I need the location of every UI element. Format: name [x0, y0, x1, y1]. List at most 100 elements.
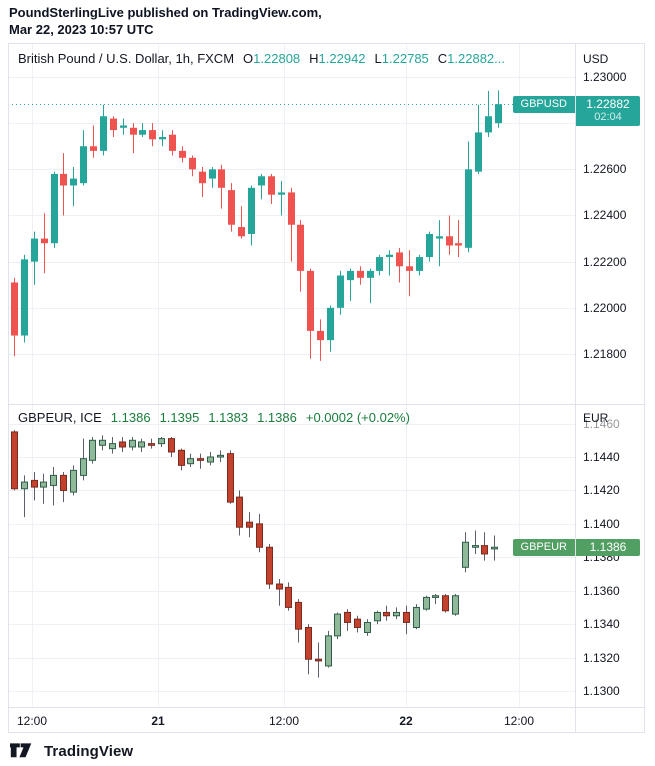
- candle-body: [285, 586, 292, 608]
- candle-body: [238, 227, 245, 237]
- gbpeur-price-flag[interactable]: GBPEUR: [512, 539, 575, 556]
- tradingview-brand[interactable]: TradingView: [44, 742, 134, 760]
- gbpusd-price-axis-value[interactable]: 1.22882 02:04: [576, 96, 640, 126]
- usd-price-tick-label: 1.21800: [583, 347, 627, 361]
- candle-body: [278, 192, 285, 195]
- candle-body: [227, 453, 234, 503]
- eur-price-tick-label: 1.1440: [583, 450, 620, 464]
- candle-body: [209, 169, 216, 179]
- candle-body: [60, 173, 67, 186]
- gbpusd-price-flag[interactable]: GBPUSD: [512, 96, 575, 113]
- candle-body: [268, 176, 275, 195]
- candle-body: [236, 496, 243, 528]
- candle-body: [446, 236, 453, 246]
- usd-price-tick-label: 1.22400: [583, 208, 627, 222]
- candle-body: [187, 458, 194, 465]
- candle-body: [288, 192, 295, 225]
- eur-axis-currency-label: EUR: [583, 411, 609, 425]
- candle-body: [295, 601, 302, 630]
- gbpeur-last-price: 1.1386: [589, 540, 627, 554]
- candle-body: [11, 282, 18, 336]
- usd-price-tick-label: 1.22000: [583, 301, 627, 315]
- candle-body: [317, 330, 324, 341]
- gbpeur-legend: GBPEUR, ICE 1.1386 1.1395 1.1383 1.1386 +0.00…: [18, 410, 410, 425]
- candle-body: [99, 439, 106, 446]
- candle-body: [327, 307, 334, 341]
- eur-price-tick-label: 1.1340: [583, 617, 620, 631]
- candle-body: [21, 259, 28, 336]
- candle-body: [109, 443, 116, 450]
- candle-body: [413, 606, 420, 628]
- candle-body: [11, 431, 18, 490]
- candle-body: [472, 545, 479, 548]
- candle-body: [256, 523, 263, 548]
- candle-body: [258, 176, 265, 186]
- candle-body: [347, 270, 354, 281]
- tradingview-logo-icon[interactable]: [10, 742, 37, 760]
- candle-body: [416, 257, 423, 271]
- candle-body: [60, 474, 67, 491]
- gbpeur-price-axis-value[interactable]: 1.1386: [576, 539, 640, 556]
- candle-body: [120, 125, 127, 128]
- candle-body: [462, 541, 469, 568]
- candle-body: [386, 254, 393, 258]
- candle-body: [354, 618, 361, 628]
- time-tick-label: 12:00: [268, 714, 300, 728]
- candle-body: [189, 157, 196, 170]
- candle-body: [485, 116, 492, 133]
- candle-body: [297, 224, 304, 271]
- ohlc-open-label: O: [243, 51, 254, 66]
- candle-body: [21, 481, 28, 490]
- candle-body: [337, 275, 344, 308]
- attribution-line-1: PoundSterlingLive published on TradingVi…: [9, 5, 322, 20]
- candle-body: [31, 479, 38, 488]
- candle-body: [383, 611, 390, 617]
- candle-body: [40, 481, 47, 488]
- candle-body: [158, 438, 165, 445]
- candle-body: [455, 243, 462, 246]
- candle-body: [159, 137, 166, 140]
- gbpeur-change-value: +0.0002 (+0.02%): [305, 410, 410, 425]
- candle-body: [169, 134, 176, 151]
- time-tick-label: 12:00: [16, 714, 48, 728]
- time-tick-label: 22: [399, 714, 413, 728]
- candle-body: [217, 454, 224, 458]
- candle-body: [266, 546, 273, 585]
- candle-body: [70, 469, 77, 493]
- chart-canvas[interactable]: [8, 43, 645, 733]
- eur-price-tick-label: 1.1300: [583, 684, 620, 698]
- candle-body: [248, 187, 255, 234]
- candle-body: [374, 611, 381, 622]
- candle-body: [246, 521, 253, 528]
- candle-body: [475, 132, 482, 172]
- candle-body: [376, 257, 383, 271]
- candle-body: [119, 441, 126, 448]
- eur-price-tick-label: 1.1320: [583, 651, 620, 665]
- candle-body: [90, 146, 97, 151]
- candle-body: [148, 443, 155, 446]
- usd-price-tick-label: 1.22200: [583, 255, 627, 269]
- candle-body: [41, 238, 48, 244]
- candle-body: [130, 127, 137, 135]
- gbpeur-close-value: 1.1386: [257, 410, 297, 425]
- time-tick-label: 12:00: [503, 714, 535, 728]
- candle-body: [491, 546, 498, 550]
- candle-body: [207, 456, 214, 463]
- candle-body: [276, 583, 283, 590]
- gbpeur-legend-title[interactable]: GBPEUR, ICE: [18, 410, 102, 425]
- candle-body: [357, 270, 364, 278]
- candle-body: [307, 270, 314, 331]
- candle-body: [31, 238, 38, 262]
- ohlc-high-label: H: [309, 51, 319, 66]
- gbpusd-legend-title[interactable]: British Pound / U.S. Dollar, 1h, FXCM: [18, 51, 235, 66]
- candle-body: [396, 252, 403, 267]
- eur-price-tick-label: 1.1360: [583, 584, 620, 598]
- candle-body: [465, 169, 472, 248]
- candle-body: [199, 171, 206, 184]
- candle-body: [495, 104, 502, 124]
- candle-body: [149, 130, 156, 140]
- candle-body: [481, 545, 488, 555]
- candle-body: [393, 611, 400, 617]
- usd-price-tick-label: 1.23000: [583, 70, 627, 84]
- candle-body: [139, 130, 146, 135]
